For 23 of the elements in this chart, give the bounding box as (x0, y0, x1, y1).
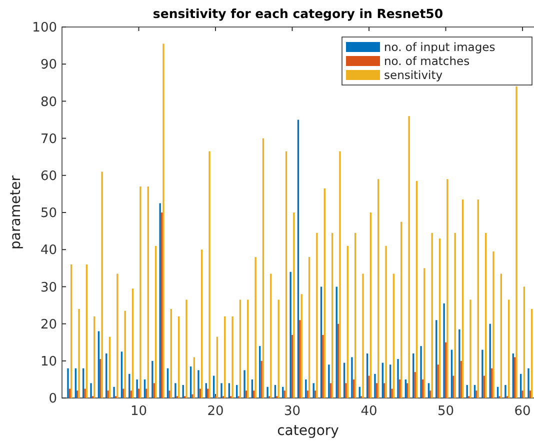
legend-label: no. of input images (384, 40, 496, 54)
y-tick-label: 60 (40, 168, 57, 184)
y-tick-label: 100 (32, 20, 57, 36)
y-axis-title: parameter (8, 175, 24, 250)
x-tick-label: 60 (514, 404, 531, 419)
y-tick-label: 30 (40, 280, 57, 296)
x-axis-title: category (277, 423, 339, 439)
y-tick-label: 10 (40, 354, 57, 370)
x-tick-label: 40 (360, 404, 378, 419)
legend-label: no. of matches (384, 54, 470, 68)
x-tick-label: 10 (130, 404, 148, 419)
y-tick-label: 20 (40, 317, 57, 332)
x-tick-label: 30 (284, 404, 301, 419)
x-tick-label: 20 (207, 404, 224, 419)
x-tick-label: 50 (437, 404, 454, 419)
y-tick-label: 80 (40, 94, 57, 110)
chart-title: sensitivity for each category in Resnet50 (152, 6, 444, 21)
y-tick-label: 50 (40, 206, 57, 222)
y-tick-label: 70 (40, 132, 57, 147)
y-tick-label: 0 (48, 392, 57, 407)
y-tick-label: 90 (40, 58, 57, 73)
y-tick-label: 40 (40, 243, 57, 258)
legend-label: sensitivity (384, 68, 443, 82)
